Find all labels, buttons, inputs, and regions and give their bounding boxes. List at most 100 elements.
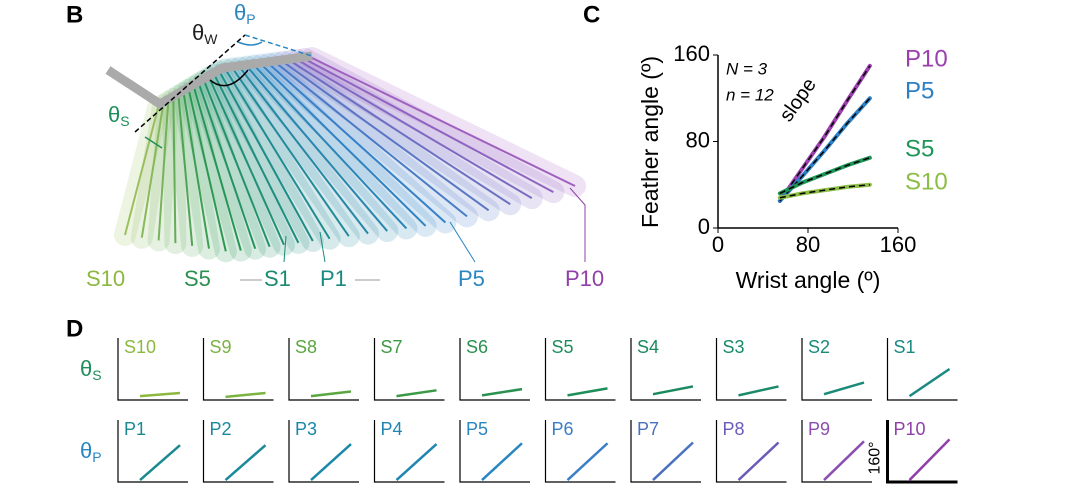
mini-trace bbox=[481, 442, 523, 481]
mini-trace bbox=[139, 391, 181, 398]
feather-label: S10 bbox=[86, 266, 125, 291]
mini-axes bbox=[544, 338, 616, 401]
mini-trace bbox=[481, 387, 523, 397]
feather-shaft bbox=[304, 58, 554, 193]
feather-shaft bbox=[289, 60, 511, 206]
feather-shaft bbox=[140, 104, 165, 238]
mini-axes bbox=[117, 338, 188, 401]
mini-trace bbox=[652, 441, 694, 481]
feather-shaft bbox=[157, 101, 170, 241]
mini-trace bbox=[823, 381, 865, 396]
feather-shaft bbox=[124, 107, 159, 236]
subscript: W bbox=[204, 31, 218, 47]
fit-line bbox=[779, 157, 871, 195]
mini-trace bbox=[396, 389, 437, 398]
mini-axes bbox=[202, 338, 274, 401]
feather-shaft bbox=[182, 92, 210, 249]
feather-shaft bbox=[297, 59, 533, 200]
mini-title: P1 bbox=[124, 419, 146, 439]
subscript: S bbox=[92, 367, 101, 383]
mini-title: P6 bbox=[552, 419, 574, 439]
mini-axes bbox=[459, 338, 530, 401]
y-tick-label: 0 bbox=[698, 214, 710, 239]
y-tick-label: 80 bbox=[686, 127, 710, 152]
mini-title: S9 bbox=[210, 337, 232, 357]
theta-s: θS bbox=[108, 102, 130, 129]
mini-trace bbox=[310, 390, 352, 398]
subscript: P bbox=[246, 11, 255, 27]
angle-arc bbox=[237, 41, 263, 46]
mini-trace bbox=[567, 387, 608, 397]
feather-shaft bbox=[187, 89, 227, 252]
feather-label: P1 bbox=[320, 266, 347, 291]
annotation: slope bbox=[775, 74, 820, 126]
mini-axes bbox=[544, 420, 616, 483]
fit-line bbox=[779, 65, 871, 202]
mini-axes bbox=[886, 338, 958, 401]
angle-arc bbox=[209, 69, 249, 87]
mini-trace bbox=[224, 444, 267, 482]
mini-axes bbox=[630, 420, 701, 483]
feather-shaft bbox=[218, 71, 314, 242]
angle-arrow bbox=[144, 136, 163, 149]
mini-trace bbox=[310, 443, 352, 481]
mini-title: S1 bbox=[894, 337, 916, 357]
annotation: N = 3 bbox=[726, 59, 768, 78]
symbol: θ bbox=[192, 20, 204, 45]
feather-shaft bbox=[224, 68, 331, 240]
feather-shaft bbox=[213, 74, 300, 244]
legend-label: S10 bbox=[905, 168, 948, 195]
x-tick-label: 80 bbox=[796, 232, 820, 257]
mini-axes bbox=[630, 338, 701, 401]
panel-label: C bbox=[583, 1, 600, 28]
feather-label: P5 bbox=[458, 266, 485, 291]
mini-title: S6 bbox=[466, 337, 488, 357]
mini-title: P5 bbox=[466, 419, 488, 439]
symbol: θ bbox=[80, 356, 92, 381]
callout bbox=[319, 231, 326, 263]
mini-title: P10 bbox=[894, 419, 926, 439]
y-tick-label: 160 bbox=[673, 41, 710, 66]
mini-axes bbox=[715, 338, 787, 401]
feather-shaft bbox=[275, 62, 468, 218]
feather-label: P10 bbox=[565, 266, 604, 291]
annotation: n = 12 bbox=[726, 85, 774, 104]
feather-label: S5 bbox=[184, 266, 211, 291]
mini-trace bbox=[395, 443, 438, 481]
feather-shaft bbox=[203, 80, 271, 248]
mini-title: S4 bbox=[637, 337, 659, 357]
scale-bar-label: 160° bbox=[867, 441, 884, 474]
dashed-guide bbox=[134, 34, 246, 133]
panel-label: B bbox=[66, 1, 83, 28]
feather-shaft bbox=[311, 57, 576, 187]
subscript: S bbox=[120, 113, 129, 129]
feather-shaft bbox=[177, 95, 194, 246]
mini-title: P4 bbox=[381, 419, 403, 439]
feather-shaft bbox=[208, 77, 285, 246]
fit-line bbox=[779, 184, 870, 199]
wing-illustration bbox=[114, 47, 586, 263]
callout bbox=[569, 187, 586, 262]
mini-title: S2 bbox=[808, 337, 830, 357]
x-axis-label: Wrist angle (º) bbox=[736, 267, 881, 293]
mini-title: P3 bbox=[295, 419, 317, 439]
mini-trace bbox=[738, 385, 779, 397]
mini-axes bbox=[117, 420, 188, 483]
legend-label: P10 bbox=[905, 45, 948, 72]
mini-axes bbox=[373, 420, 445, 483]
row-label: θS bbox=[80, 356, 102, 383]
feather-shaft bbox=[231, 67, 350, 237]
mini-trace bbox=[566, 442, 609, 481]
mini-trace bbox=[737, 441, 780, 481]
mini-title: P9 bbox=[808, 419, 830, 439]
y-axis-label: Feather angle (º) bbox=[637, 56, 663, 228]
mini-axes bbox=[715, 420, 787, 483]
feather-shaft bbox=[260, 64, 427, 227]
feather-shaft bbox=[239, 66, 369, 235]
mini-title: S10 bbox=[124, 337, 156, 357]
mini-title: S8 bbox=[295, 337, 317, 357]
symbol: θ bbox=[234, 0, 246, 25]
mini-axes bbox=[801, 420, 872, 483]
feather-shaft bbox=[192, 86, 242, 251]
